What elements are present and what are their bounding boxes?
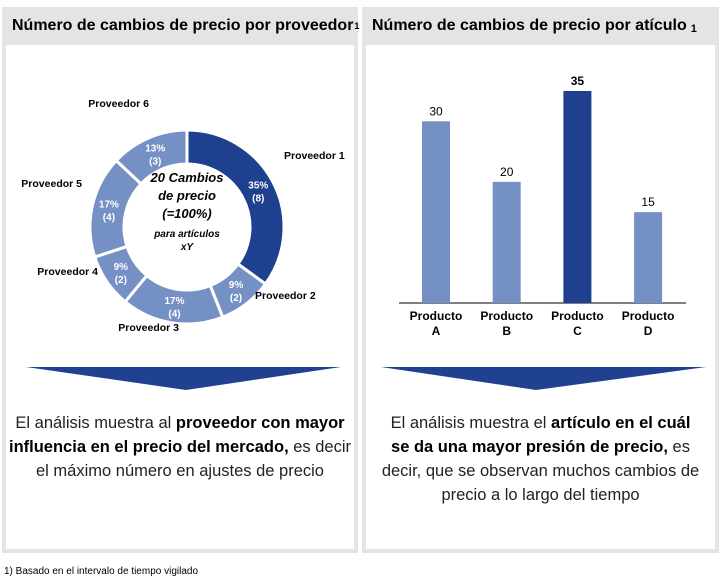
donut-center-label-2: de precio [158,188,216,203]
down-arrow-left [26,367,341,390]
donut-chart: 35% (8) Proveedor 1 9% (2) Proveedor 2 17% (4) P… [21,98,345,390]
slice-count-3: (4) [168,309,180,320]
bar-category-3-line-2: C [573,324,582,338]
slice-label-1: Proveedor 1 [284,150,345,162]
slice-label-2: Proveedor 2 [255,290,316,302]
bar-category-2-line-1: Producto [480,309,533,323]
right-conclusion: El análisis muestra el artículo en el cu… [366,411,715,507]
left-panel-body: 35% (8) Proveedor 1 9% (2) Proveedor 2 17% (4) P… [6,45,354,549]
bar-1 [422,121,450,304]
slice-percent-6: 13% [145,144,165,155]
bar-2 [492,181,521,303]
left-conclusion: El análisis muestra al proveedor con may… [6,411,354,483]
left-conclusion-post: es decir el máximo número en ajustes de … [36,438,352,480]
left-conclusion-pre: El análisis muestra al [15,414,176,432]
left-panel-title: Número de cambios de precio por proveedo… [2,7,360,45]
bar-category-2-line-2: B [502,324,511,338]
bar-category-1-line-1: Producto [410,309,463,323]
bar-category-1-line-2: A [432,324,441,338]
right-panel: Número de cambios de precio por atículo 1… [362,7,719,553]
right-conclusion-post: es decir, que se observan muchos cambios… [381,438,700,504]
bar-category-3-line-1: Producto [551,309,604,323]
slice-count-6: (3) [149,157,161,168]
bar-3 [563,91,592,303]
right-conclusion-bold: artículo en el cuál se da una mayor pres… [391,414,691,456]
bar-value-2: 20 [500,165,514,179]
left-title-text: Número de cambios de precio por proveedo… [12,17,354,34]
bar-chart: 30ProductoA20ProductoB35ProductoC15Produ… [381,74,706,390]
slice-percent-5: 17% [99,200,119,211]
right-panel-body: 30 Producto A 20 Producto B 35 Producto C 15 Produ… [366,45,715,549]
slice-label-6: Proveedor 6 [88,98,149,110]
donut-slice-6 [114,128,189,186]
bar-4 [634,212,663,303]
bar-value-1: 30 [429,104,443,118]
slice-count-4: (2) [115,275,127,286]
bar-value-3: 35 [571,74,585,88]
footnote: 1) Basado en el intervalo de tiempo vigi… [4,566,199,577]
slice-label-5: Proveedor 5 [21,178,82,190]
slice-count-1: (8) [252,194,264,205]
right-panel-title: Número de cambios de precio por atículo 1 [362,7,719,45]
donut-center-sub-1: para artículos [153,229,220,240]
slice-count-5: (4) [103,213,115,224]
bar-value-4: 15 [641,195,655,209]
donut-center-sub-2: xY [180,242,195,253]
donut-slice-1 [185,128,286,287]
right-conclusion-pre: El análisis muestra el [390,414,552,432]
left-conclusion-bold: proveedor con mayor influencia en el pre… [8,414,345,456]
left-panel: Número de cambios de precio por proveedo… [2,7,360,553]
donut-center-label-1: 20 Cambios [150,170,224,185]
slice-count-2: (2) [230,293,242,304]
slice-label-3: Proveedor 3 [118,322,179,334]
right-title-footnote-mark: 1 [690,23,697,35]
slice-percent-4: 9% [114,262,129,273]
slice-percent-1: 35% [248,181,268,192]
bar-category-4-line-1: Producto [622,309,675,323]
slice-percent-3: 17% [164,296,184,307]
left-title-footnote-mark: 1 [354,21,360,31]
slice-percent-2: 9% [229,280,244,291]
right-title-text: Número de cambios de precio por atículo [372,17,687,34]
down-arrow-right [381,367,706,390]
slice-label-4: Proveedor 4 [37,266,98,278]
donut-center-label-3: (=100%) [162,206,212,221]
bar-category-4-line-2: D [644,324,653,338]
